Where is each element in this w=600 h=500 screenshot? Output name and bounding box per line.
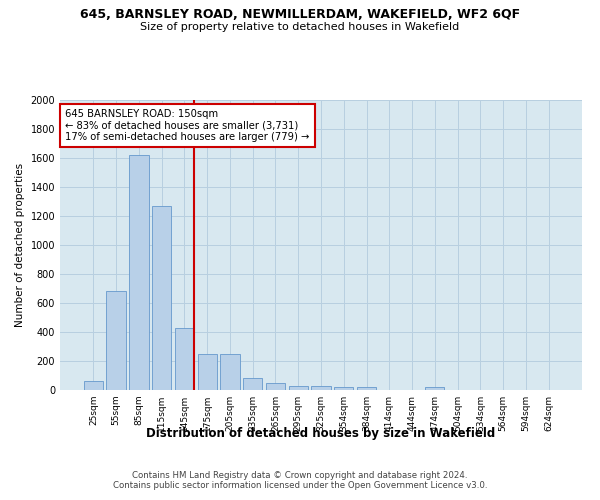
Bar [289,386,308,390]
Text: 645 BARNSLEY ROAD: 150sqm
← 83% of detached houses are smaller (3,731)
17% of se: 645 BARNSLEY ROAD: 150sqm ← 83% of detac… [65,108,310,142]
Bar [357,387,376,390]
Bar [220,354,239,390]
Bar [175,328,194,390]
Text: 645, BARNSLEY ROAD, NEWMILLERDAM, WAKEFIELD, WF2 6QF: 645, BARNSLEY ROAD, NEWMILLERDAM, WAKEFI… [80,8,520,20]
Bar [334,387,353,390]
Bar [152,206,172,390]
Text: Size of property relative to detached houses in Wakefield: Size of property relative to detached ho… [140,22,460,32]
Bar [266,383,285,390]
Bar [197,354,217,390]
Bar [311,386,331,390]
Text: Contains HM Land Registry data © Crown copyright and database right 2024.
Contai: Contains HM Land Registry data © Crown c… [113,470,487,490]
Y-axis label: Number of detached properties: Number of detached properties [15,163,25,327]
Bar [84,382,103,390]
Bar [425,387,445,390]
Bar [243,378,262,390]
Bar [129,155,149,390]
Bar [106,292,126,390]
Text: Distribution of detached houses by size in Wakefield: Distribution of detached houses by size … [146,428,496,440]
